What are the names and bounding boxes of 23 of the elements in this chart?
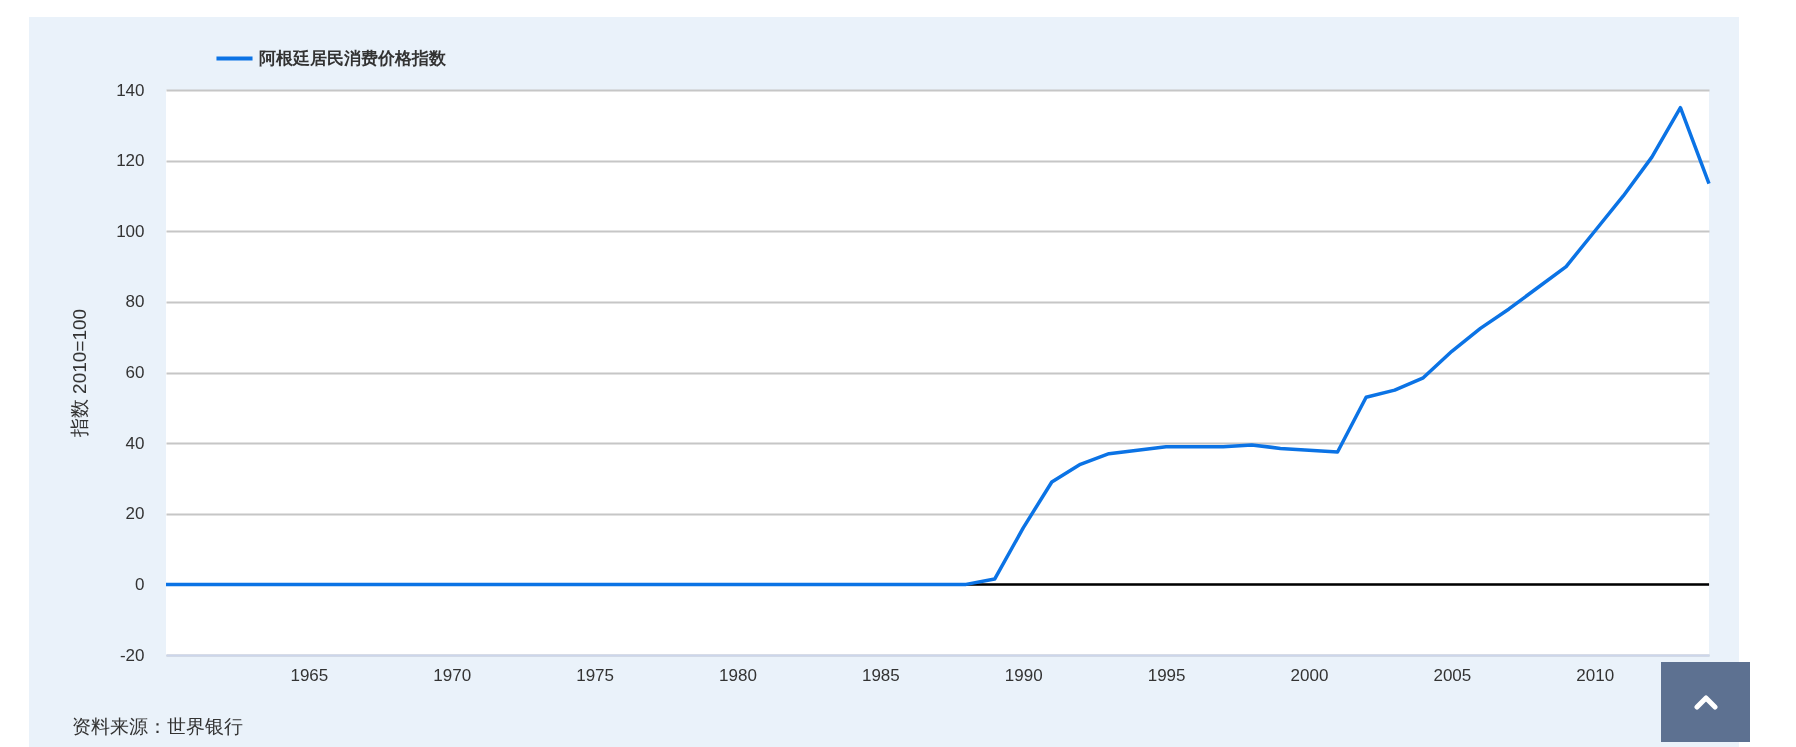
y-tick-label: 120	[116, 151, 145, 171]
x-tick-label: 2000	[1290, 665, 1329, 685]
y-tick-label: 40	[125, 433, 145, 453]
x-tick-label: 1965	[290, 665, 329, 685]
x-tick-label: 1995	[1147, 665, 1186, 685]
y-axis-title: 指数 2010=100	[69, 308, 91, 439]
line-series	[164, 105, 1711, 587]
x-tick-label: 1980	[719, 665, 757, 685]
y-tick-label: 60	[125, 363, 145, 382]
x-tick-label: 1985	[861, 665, 900, 685]
y-tick-label: 100	[116, 221, 145, 241]
y-tick-label: 20	[125, 504, 145, 524]
x-tick-label: 1990	[1004, 665, 1043, 685]
y-tick-label: 80	[125, 292, 145, 312]
x-tick-label: 2010	[1576, 665, 1615, 685]
legend-label: 阿根廷居民消费价格指数	[259, 48, 447, 68]
x-tick-label: 1970	[433, 665, 472, 685]
y-tick-label: 140	[116, 80, 145, 100]
x-tick-label: 2005	[1433, 665, 1472, 685]
y-tick-label: -20	[119, 645, 145, 665]
y-tick-label: 0	[135, 574, 145, 594]
x-tick-label: 1975	[576, 665, 615, 685]
text: 资料来源：世界银行	[72, 715, 243, 739]
